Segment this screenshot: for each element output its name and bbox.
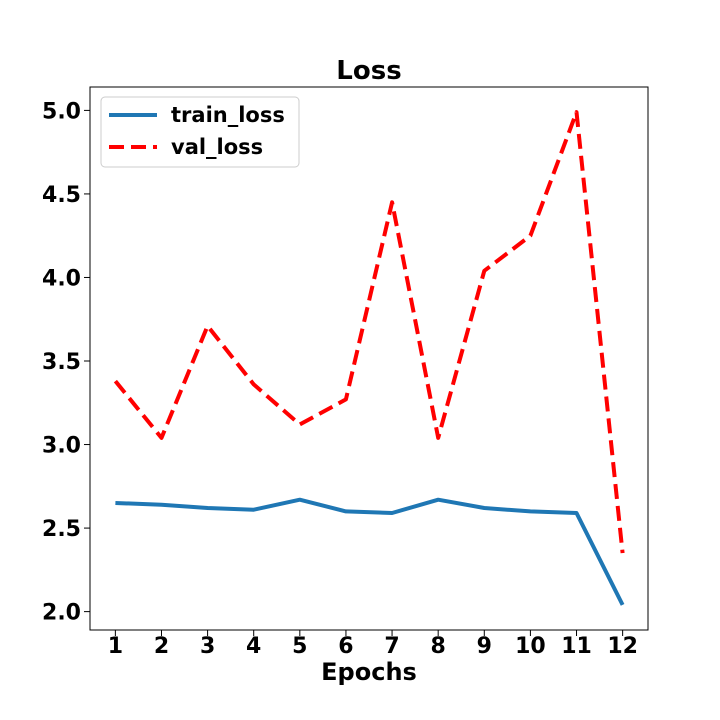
series-layer [113, 110, 625, 606]
x-axis: 1 2 3 4 5 6 7 8 9 10 11 12 [108, 630, 638, 659]
legend-label: train_loss [171, 103, 285, 127]
x-tick-label: 3 [200, 634, 215, 659]
x-tick-label: 6 [338, 634, 353, 659]
series-line-val-loss [113, 110, 625, 554]
legend: train_loss val_loss [100, 96, 300, 168]
y-tick-label: 2.0 [42, 601, 81, 626]
chart-title: Loss [336, 56, 401, 86]
y-tick-label: 3.5 [42, 350, 81, 375]
y-tick-label: 5.0 [42, 99, 81, 124]
y-tick-label: 4.0 [42, 266, 81, 291]
legend-label: val_loss [171, 135, 263, 159]
x-tick-label: 1 [108, 634, 123, 659]
x-tick-label: 10 [515, 634, 546, 659]
x-tick-label: 4 [246, 634, 261, 659]
x-tick-label: 7 [384, 634, 399, 659]
y-axis: 2.0 2.5 3.0 3.5 4.0 4.5 5.0 [42, 99, 90, 626]
x-tick-label: 8 [431, 634, 446, 659]
y-tick-label: 4.5 [42, 183, 81, 208]
x-tick-label: 11 [561, 634, 592, 659]
y-tick-label: 2.5 [42, 517, 81, 542]
plot-area [89, 86, 649, 631]
x-tick-label: 2 [154, 634, 169, 659]
y-tick-label: 3.0 [42, 434, 81, 459]
x-tick-label: 5 [292, 634, 307, 659]
x-tick-label: 12 [607, 634, 638, 659]
series-line-train-loss [115, 497, 625, 606]
x-axis-label: Epochs [321, 658, 417, 686]
x-tick-label: 9 [477, 634, 492, 659]
